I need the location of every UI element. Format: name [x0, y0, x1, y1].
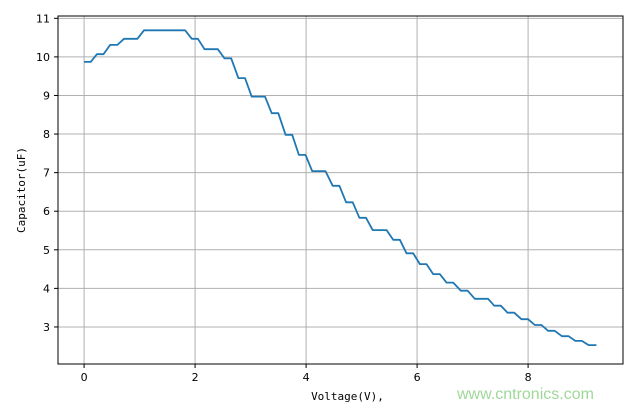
y-tick-label: 3 [43, 321, 50, 334]
x-tick-label: 8 [525, 371, 532, 384]
y-tick-label: 8 [43, 128, 50, 141]
x-tick-label: 4 [303, 371, 310, 384]
tick-group: 0 2 4 6 8 3 4 5 6 7 8 9 10 11 [36, 12, 532, 384]
y-tick-label: 7 [43, 167, 50, 180]
y-tick-label: 4 [43, 282, 50, 295]
capacitance-line [84, 29, 597, 347]
y-tick-label: 9 [43, 89, 50, 102]
grid-lines [58, 16, 623, 364]
y-tick-label: 11 [36, 12, 50, 25]
x-tick-label: 2 [192, 371, 199, 384]
y-tick-label: 6 [43, 205, 50, 218]
x-tick-label: 0 [81, 371, 88, 384]
y-tick-label: 5 [43, 244, 50, 257]
x-axis-label: Voltage(V), [311, 390, 384, 403]
series-group [84, 29, 597, 347]
y-axis-label: Capacitor(uF) [15, 147, 28, 233]
plot-frame [57, 15, 624, 365]
watermark: www.cntronics.com [456, 386, 594, 403]
x-tick-label: 6 [414, 371, 421, 384]
y-tick-label: 10 [36, 51, 50, 64]
